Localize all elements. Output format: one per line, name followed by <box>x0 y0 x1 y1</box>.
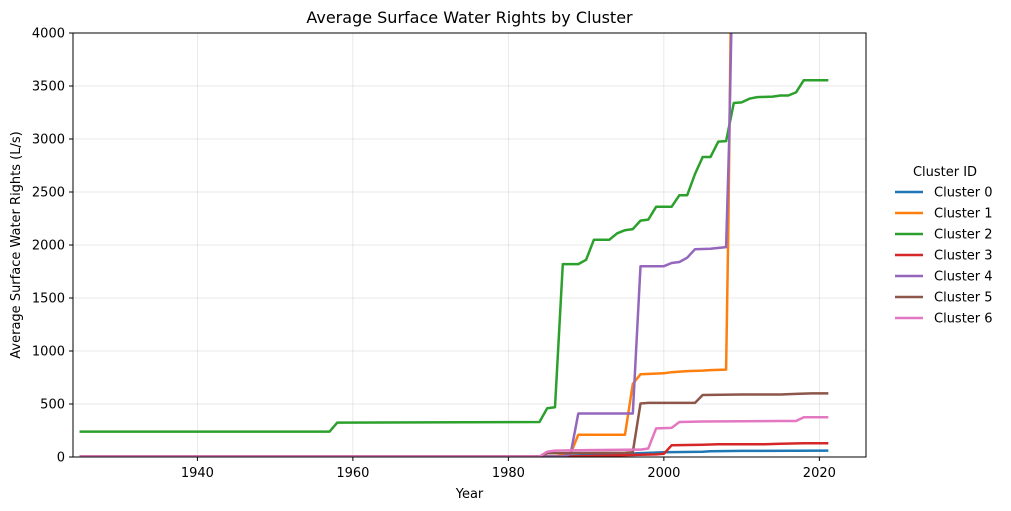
y-tick-label: 3500 <box>32 80 65 95</box>
x-axis-title: Year <box>455 487 484 502</box>
y-tick-label: 4000 <box>32 27 65 42</box>
legend-label-cluster-0: Cluster 0 <box>934 186 993 201</box>
x-tick-label: 2020 <box>803 466 836 481</box>
y-tick-label: 500 <box>40 398 65 413</box>
x-tick-label: 2000 <box>647 466 680 481</box>
legend-title: Cluster ID <box>913 165 977 180</box>
y-axis-title: Average Surface Water Rights (L/s) <box>9 131 24 358</box>
y-tick-label: 2500 <box>32 186 65 201</box>
x-tick-label: 1940 <box>181 466 214 481</box>
y-tick-label: 2000 <box>32 239 65 254</box>
y-tick-label: 0 <box>57 451 65 466</box>
legend-label-cluster-3: Cluster 3 <box>934 249 993 264</box>
series-line-cluster-1 <box>79 33 732 457</box>
series-line-cluster-2 <box>79 78 829 433</box>
legend: Cluster ID Cluster 0 Cluster 1 Cluster 2 Cl… <box>895 165 993 327</box>
legend-label-cluster-1: Cluster 1 <box>934 207 993 222</box>
series-line-cluster-3 <box>79 441 829 457</box>
legend-label-cluster-2: Cluster 2 <box>934 228 993 243</box>
y-tick-label: 1500 <box>32 292 65 307</box>
series-line-cluster-5 <box>79 392 829 457</box>
x-tick-label: 1980 <box>492 466 525 481</box>
chart-title: Average Surface Water Rights by Cluster <box>306 8 633 27</box>
y-tick-label: 3000 <box>32 133 65 148</box>
legend-label-cluster-5: Cluster 5 <box>934 291 993 306</box>
legend-label-cluster-6: Cluster 6 <box>934 312 993 327</box>
series-line-cluster-4 <box>79 33 733 457</box>
y-tick-label: 1000 <box>32 345 65 360</box>
series-line-cluster-6 <box>79 416 829 457</box>
y-axis: 0 500 1000 1500 2000 2500 3000 3500 4000 <box>32 27 73 466</box>
x-tick-label: 1960 <box>336 466 369 481</box>
series-group <box>79 33 829 457</box>
legend-label-cluster-4: Cluster 4 <box>934 270 993 285</box>
x-axis: 1940 1960 1980 2000 2020 <box>181 457 836 481</box>
